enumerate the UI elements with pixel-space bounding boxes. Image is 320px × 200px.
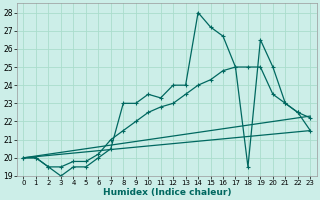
- X-axis label: Humidex (Indice chaleur): Humidex (Indice chaleur): [103, 188, 231, 197]
